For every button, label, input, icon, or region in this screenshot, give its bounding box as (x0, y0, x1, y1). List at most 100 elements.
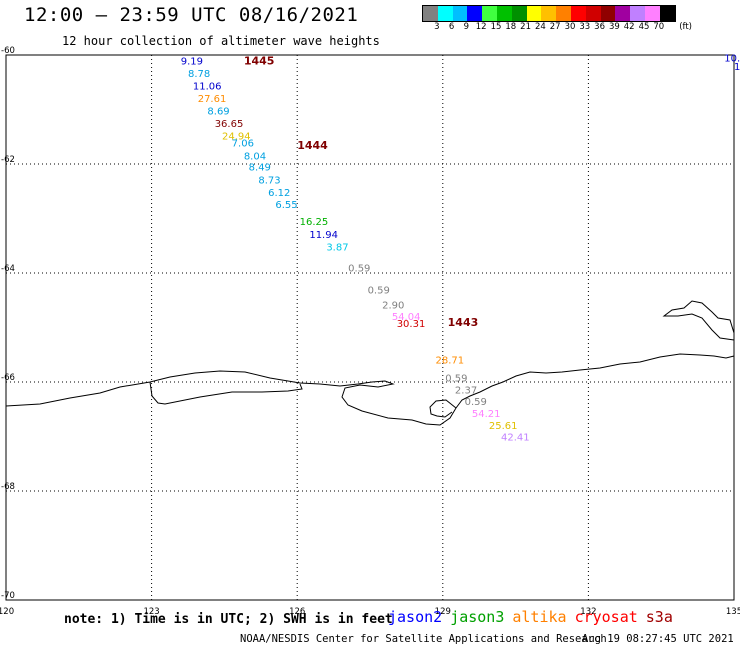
lon-tick-label: 129 (435, 607, 451, 617)
lon-tick-label: 132 (580, 607, 596, 617)
color-swatch-0 (423, 6, 438, 21)
map-title: 12:00 — 23:59 UTC 08/16/2021 (24, 4, 359, 26)
color-scale-label: 24 (534, 22, 546, 32)
axis-tick-labels: 120 123 126 129 132 135 -60 -62 -64 -66 -68 -70 (0, 46, 740, 617)
color-swatch-6 (511, 6, 527, 21)
orbit-track-label: 1444 (297, 139, 328, 152)
color-swatch-15 (644, 6, 660, 21)
color-scale-label: 6 (448, 22, 455, 32)
color-scale-label: 9 (463, 22, 470, 32)
color-scale-label: 70 (653, 22, 665, 32)
legend-entry-s3a: s3a (645, 608, 673, 626)
color-scale-label: 15 (490, 22, 502, 32)
wave-height-value: 10.12 (724, 54, 740, 65)
wave-height-value: 11.94 (309, 230, 338, 241)
legend-entry-cryosat: cryosat (574, 608, 638, 626)
wave-height-value: 8.49 (249, 163, 271, 174)
wave-height-value: 3.87 (326, 242, 348, 253)
wave-height-value: 8.78 (188, 69, 210, 80)
footer-note: note: 1) Time is in UTC; 2) SWH is in fe… (64, 612, 393, 627)
wave-height-value: 27.61 (198, 94, 227, 105)
legend-entry-altika: altika (512, 608, 567, 626)
color-swatch-1 (437, 6, 453, 21)
color-swatch-4 (482, 6, 497, 21)
wave-height-value: 2.90 (382, 301, 404, 312)
wave-height-value: 30.31 (397, 319, 426, 330)
orbit-track-labels: 1445 1444 1443 (244, 54, 478, 329)
generated-timestamp: Aug 19 08:27:45 UTC 2021 (582, 633, 734, 645)
color-scale-unit: (ft) (679, 22, 692, 32)
lon-tick-label: 120 (0, 607, 14, 617)
wave-height-value: 8.04 (244, 151, 266, 162)
legend-entry-jason3: jason3 (450, 608, 505, 626)
color-scale-label: 21 (520, 22, 532, 32)
wave-height-value: 2.37 (455, 386, 477, 397)
color-swatch-14 (630, 6, 645, 21)
wave-height-value: 8.73 (258, 175, 280, 186)
color-swatch-3 (467, 6, 483, 21)
wave-height-value: 10.3 (734, 62, 740, 73)
color-swatch-2 (452, 6, 468, 21)
color-scale-label: 42 (623, 22, 635, 32)
color-swatch-16 (659, 6, 675, 21)
color-scale-labels: 3 6 9 12 15 18 21 24 27 30 33 36 39 42 45 70 (ft) (422, 22, 732, 34)
color-scale-label: 33 (579, 22, 591, 32)
lat-tick-label: -66 (1, 373, 15, 383)
map-subtitle: 12 hour collection of altimeter wave hei… (62, 34, 380, 48)
color-scale-label: 39 (608, 22, 620, 32)
wave-height-value: 36.65 (215, 119, 244, 130)
wave-height-value: 42.41 (501, 433, 530, 444)
coastline-inlet (429, 399, 457, 418)
coastline-east (662, 300, 735, 341)
lat-tick-label: -70 (1, 591, 15, 601)
color-swatch-12 (600, 6, 616, 21)
coastline-main (5, 353, 735, 426)
lat-tick-label: -62 (1, 155, 15, 165)
wave-height-value: 9.19 (181, 56, 203, 67)
color-swatch-11 (585, 6, 601, 21)
color-scale-label: 30 (564, 22, 576, 32)
satellite-legend: jason2 jason3 altika cryosat s3a (388, 608, 681, 626)
color-scale-label: 27 (549, 22, 561, 32)
wave-height-value: 28.71 (436, 356, 465, 367)
color-swatch-10 (570, 6, 586, 21)
color-swatch-7 (526, 6, 542, 21)
lat-tick-label: -68 (1, 482, 15, 492)
map-frame (5, 54, 735, 601)
wave-height-value: 6.55 (275, 200, 297, 211)
wave-height-value: 16.25 (300, 217, 329, 228)
wave-height-value: 11.06 (193, 82, 222, 93)
wave-height-value: 54.04 (392, 312, 421, 323)
lat-tick-label: -64 (1, 264, 15, 274)
lon-tick-label: 135 (726, 607, 740, 617)
legend-entry-jason2: jason2 (388, 608, 443, 626)
wave-height-value: 0.59 (348, 264, 370, 275)
wave-height-value: 7.06 (232, 139, 254, 150)
antarctic-coastline (5, 300, 735, 426)
wave-height-value: 54.21 (472, 409, 501, 420)
color-swatch-9 (556, 6, 571, 21)
credit-line: NOAA/NESDIS Center for Satellite Applica… (240, 633, 607, 645)
color-scale-bar (422, 5, 676, 22)
orbit-track-label: 1443 (448, 316, 479, 329)
color-swatch-5 (496, 6, 512, 21)
color-scale-label: 36 (594, 22, 606, 32)
color-scale-label: 3 (434, 22, 440, 32)
color-scale-label: 12 (475, 22, 487, 32)
color-swatch-13 (615, 6, 631, 21)
color-scale-label: 45 (638, 22, 650, 32)
orbit-track-label: 1445 (244, 54, 275, 67)
wave-height-value: 24.94 (222, 132, 251, 143)
color-scale-label: 18 (505, 22, 517, 32)
wave-height-value: 8.69 (207, 107, 229, 118)
wave-height-value: 25.61 (489, 421, 518, 432)
lat-tick-label: -60 (1, 46, 15, 56)
lon-tick-label: 126 (289, 607, 305, 617)
wave-height-value: 6.12 (268, 188, 290, 199)
color-swatch-8 (541, 6, 557, 21)
lon-tick-label: 123 (143, 607, 159, 617)
wave-height-value: 0.59 (368, 285, 390, 296)
wave-height-value: 0.59 (465, 397, 487, 408)
